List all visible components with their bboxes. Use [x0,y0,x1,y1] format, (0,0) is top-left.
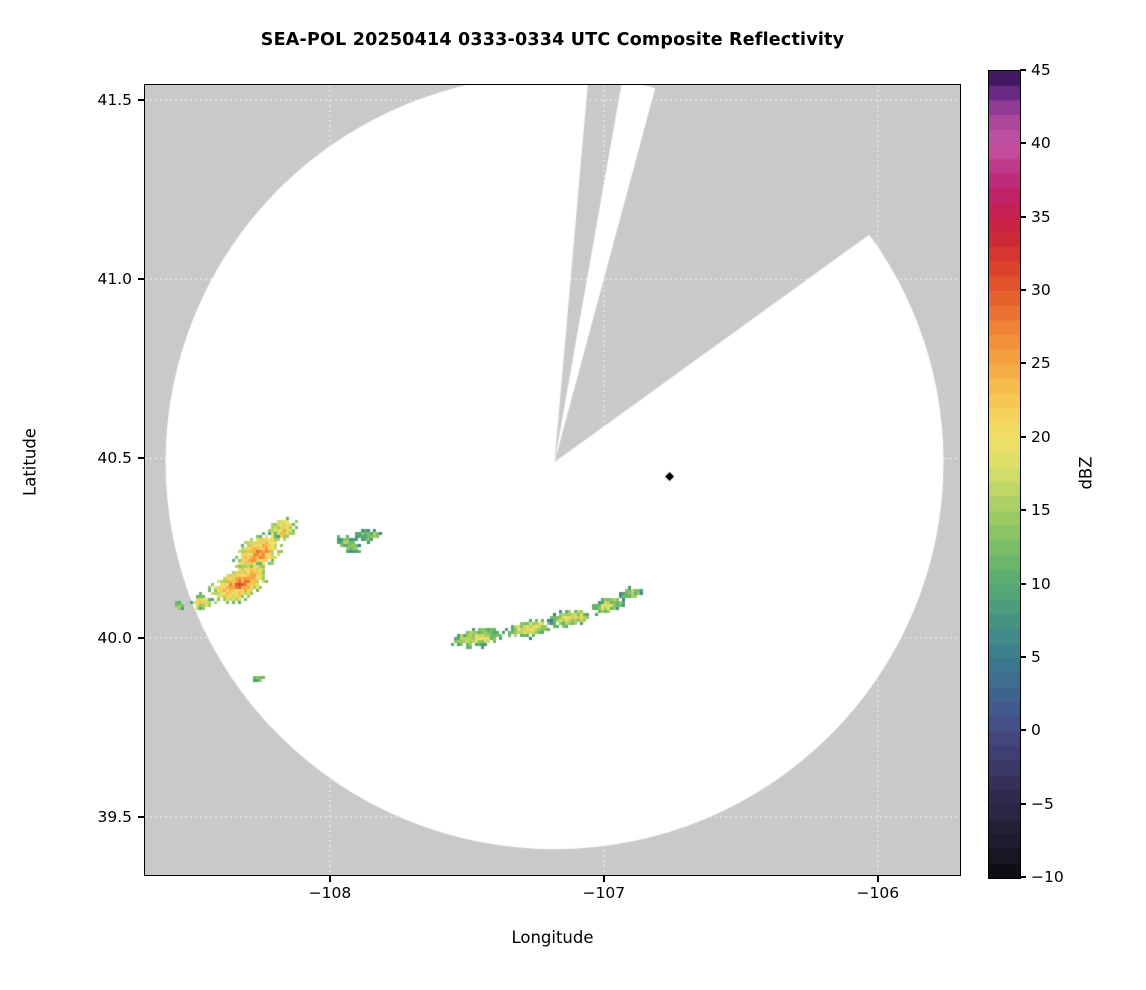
colorbar-tick-label: −10 [1031,868,1064,886]
y-tick-mark [138,278,145,281]
x-axis-label: Longitude [511,928,594,947]
chart-title: SEA-POL 20250414 0333-0334 UTC Composite… [260,30,845,50]
y-tick-label: 40.0 [97,628,132,647]
y-tick-label: 41.0 [97,270,132,289]
y-tick-mark [138,815,145,818]
x-tick-mark [328,875,331,882]
x-tick-label: −107 [582,884,626,902]
colorbar-tick-mark [1020,215,1026,218]
x-tick-label: −106 [856,884,900,902]
x-tick-label: −108 [308,884,352,902]
colorbar-tick-label: 0 [1031,721,1041,740]
radar-plot-canvas [144,84,961,876]
y-tick-label: 39.5 [97,807,132,826]
colorbar-tick-mark [1020,509,1026,512]
colorbar-tick-mark [1020,802,1026,805]
x-tick-mark [602,875,605,882]
y-tick-mark [138,457,145,460]
colorbar-tick-mark [1020,876,1026,878]
colorbar-tick-mark [1020,729,1026,732]
y-tick-label: 40.5 [97,449,132,468]
colorbar-tick-label: 35 [1031,207,1051,226]
colorbar-label: dBZ [1076,456,1096,490]
colorbar-gradient [988,70,1021,879]
colorbar-tick-mark [1020,435,1026,438]
colorbar-tick-mark [1020,142,1026,145]
colorbar-tick-mark [1020,362,1026,365]
y-tick-label: 41.5 [97,91,132,110]
colorbar-tick-mark [1020,69,1026,71]
colorbar-tick-mark [1020,289,1026,292]
x-tick-mark [876,875,879,882]
colorbar-tick-mark [1020,582,1026,585]
colorbar-tick-label: 45 [1031,61,1051,79]
colorbar-tick-label: 30 [1031,281,1051,300]
colorbar-tick-label: −5 [1031,794,1054,813]
colorbar-tick-label: 15 [1031,501,1051,520]
colorbar-tick-label: 20 [1031,427,1051,446]
y-tick-mark [138,636,145,639]
y-axis-label: Latitude [20,428,40,496]
y-tick-mark [138,99,145,102]
colorbar-tick-label: 10 [1031,574,1051,593]
colorbar-tick-label: 5 [1031,647,1041,666]
colorbar-tick-label: 40 [1031,134,1051,153]
colorbar-tick-label: 25 [1031,354,1051,373]
colorbar-tick-mark [1020,655,1026,658]
